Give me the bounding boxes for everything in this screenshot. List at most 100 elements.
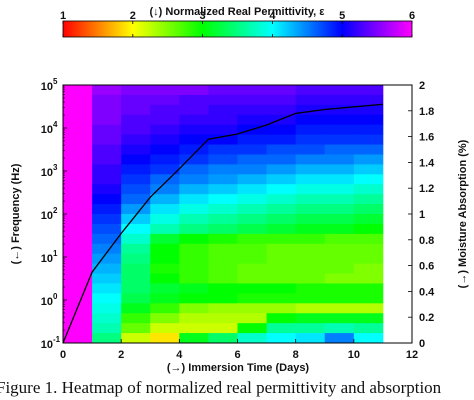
heatmap-cell	[150, 94, 180, 106]
frequency-tick-exponent: 3	[53, 163, 58, 172]
heatmap-cell	[63, 313, 93, 324]
heatmap-cell	[237, 293, 267, 304]
heatmap-cell	[324, 164, 355, 175]
heatmap-cell	[92, 223, 122, 235]
heatmap-cell	[353, 184, 384, 195]
heatmap-cell	[150, 114, 180, 126]
heatmap-cell	[266, 94, 297, 106]
heatmap-cell	[295, 124, 326, 136]
heatmap-cell	[266, 144, 297, 155]
heatmap-cell	[266, 114, 297, 126]
heatmap-cell	[150, 233, 180, 245]
heatmap-cell	[150, 333, 180, 344]
heatmap-cell	[179, 114, 209, 126]
heatmap-cell	[121, 243, 151, 255]
heatmap-cell	[92, 204, 122, 215]
heatmap-cell	[353, 174, 384, 185]
moisture-absorption-curve	[62, 103, 383, 344]
x-tick-label: 10	[348, 349, 360, 361]
heatmap-cell	[266, 85, 297, 96]
heatmap-cell	[150, 154, 180, 165]
heatmap-cell	[237, 283, 267, 294]
heatmap-cell	[92, 233, 122, 245]
heatmap-cell	[208, 214, 238, 225]
heatmap-cell	[179, 194, 209, 205]
heatmap-cell	[121, 323, 151, 334]
heatmap-cell	[353, 323, 384, 334]
heatmap-cell	[179, 164, 209, 175]
heatmap-cell	[121, 283, 151, 294]
heatmap-cell	[150, 144, 180, 155]
heatmap-cell	[266, 243, 297, 255]
heatmap-cell	[121, 85, 151, 96]
heatmap-cell	[353, 214, 384, 225]
heatmap-cell	[353, 293, 384, 304]
heatmap-cell	[63, 164, 93, 175]
colorbar-tick-label: 3	[200, 10, 206, 22]
heatmap-cell	[353, 243, 384, 255]
heatmap-cell	[324, 253, 355, 265]
heatmap-cell	[63, 323, 93, 334]
frequency-tick-exponent: 1	[53, 249, 58, 258]
heatmap-cell	[353, 144, 384, 155]
y-right-axis-label: (→) Moisture Absorption (%)	[457, 139, 469, 288]
heatmap-cell	[179, 104, 209, 116]
heatmap-cell	[324, 204, 355, 215]
moisture-tick-label: 0	[419, 338, 425, 350]
heatmap-cell	[121, 124, 151, 136]
frequency-tick-label: 10	[41, 210, 53, 222]
heatmap-cell	[63, 104, 93, 116]
frequency-tick-label: 10	[41, 81, 53, 93]
heatmap-cell	[179, 204, 209, 215]
x-tick-label: 0	[60, 349, 66, 361]
heatmap-cell	[353, 164, 384, 175]
heatmap-cell	[237, 144, 267, 155]
heatmap-cell	[237, 94, 267, 106]
heatmap-cell	[179, 85, 209, 96]
x-tick-label: 2	[118, 349, 124, 361]
heatmap-cell	[295, 204, 326, 215]
heatmap-cell	[92, 253, 122, 265]
heatmap-cell	[150, 293, 180, 304]
heatmap-cell	[150, 263, 180, 274]
heatmap-cell	[324, 94, 355, 106]
heatmap-cell	[353, 124, 384, 136]
heatmap-cell	[266, 154, 297, 165]
heatmap-cell	[353, 85, 384, 96]
frequency-tick-exponent: 2	[53, 206, 58, 215]
heatmap-cell	[150, 214, 180, 225]
heatmap-cells	[63, 85, 384, 344]
heatmap-cell	[208, 313, 238, 324]
heatmap-cell	[266, 174, 297, 185]
moisture-tick-label: 0.4	[419, 286, 435, 298]
heatmap-cell	[208, 154, 238, 165]
heatmap-cell	[295, 164, 326, 175]
heatmap-cell	[150, 134, 180, 145]
heatmap-cell	[150, 253, 180, 265]
moisture-tick-label: 1	[419, 209, 425, 221]
heatmap-cell	[266, 214, 297, 225]
heatmap-cell	[266, 303, 297, 314]
heatmap-cell	[150, 313, 180, 324]
heatmap-cell	[63, 154, 93, 165]
heatmap-cell	[179, 124, 209, 136]
heatmap-cell	[92, 273, 122, 284]
heatmap-cell	[92, 154, 122, 165]
heatmap-cell	[150, 85, 180, 96]
heatmap-cell	[353, 333, 384, 344]
heatmap-cell	[353, 134, 384, 145]
heatmap-cell	[121, 164, 151, 175]
heatmap-cell	[63, 293, 93, 304]
heatmap-cell	[295, 323, 326, 334]
heatmap-cell	[121, 303, 151, 314]
heatmap-cell	[92, 114, 122, 126]
heatmap-cell	[92, 164, 122, 175]
heatmap-cell	[295, 273, 326, 284]
heatmap-cell	[179, 233, 209, 245]
heatmap-cell	[237, 323, 267, 334]
heatmap-cell	[237, 184, 267, 195]
moisture-tick-label: 1.8	[419, 106, 434, 118]
heatmap-cell	[208, 174, 238, 185]
heatmap-cell	[179, 323, 209, 334]
